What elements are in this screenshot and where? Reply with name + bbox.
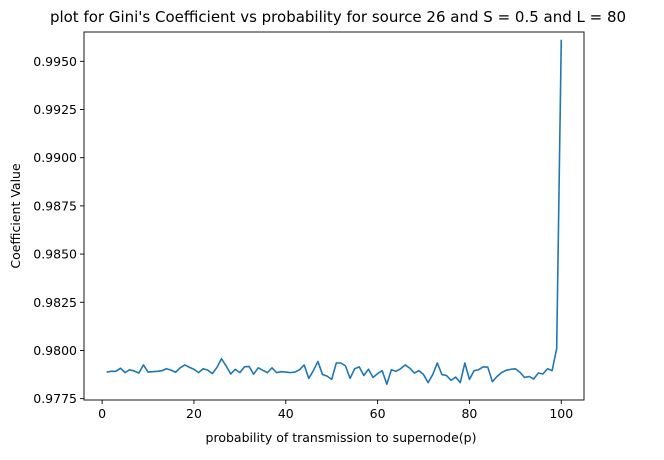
series-line-0: [106, 39, 563, 385]
y-axis-label: Coefficient Value: [8, 163, 23, 269]
plot-frame: [83, 31, 585, 401]
y-tick-label: 0.9875: [33, 198, 77, 213]
x-axis-label: probability of transmission to supernode…: [206, 430, 477, 445]
y-tick-label: 0.9925: [33, 102, 77, 117]
x-tick-label: 40: [278, 406, 294, 421]
y-tick-label: 0.9850: [33, 247, 77, 262]
y-tick-label: 0.9775: [33, 391, 77, 406]
x-tick-label: 80: [461, 406, 477, 421]
plot-area: 0 20 40 60 80 100 0.9775 0.9800 0.9825 0.9850 0.98…: [33, 31, 585, 421]
chart-title: plot for Gini's Coefficient vs probabili…: [50, 8, 626, 26]
y-tick-label: 0.9950: [33, 54, 77, 69]
y-tick-label: 0.9825: [33, 295, 77, 310]
x-tick-label: 60: [370, 406, 386, 421]
x-tick-label: 20: [186, 406, 202, 421]
y-tick-label: 0.9900: [33, 150, 77, 165]
x-tick-label: 100: [549, 406, 573, 421]
x-tick-label: 0: [98, 406, 106, 421]
y-tick-label: 0.9800: [33, 343, 77, 358]
